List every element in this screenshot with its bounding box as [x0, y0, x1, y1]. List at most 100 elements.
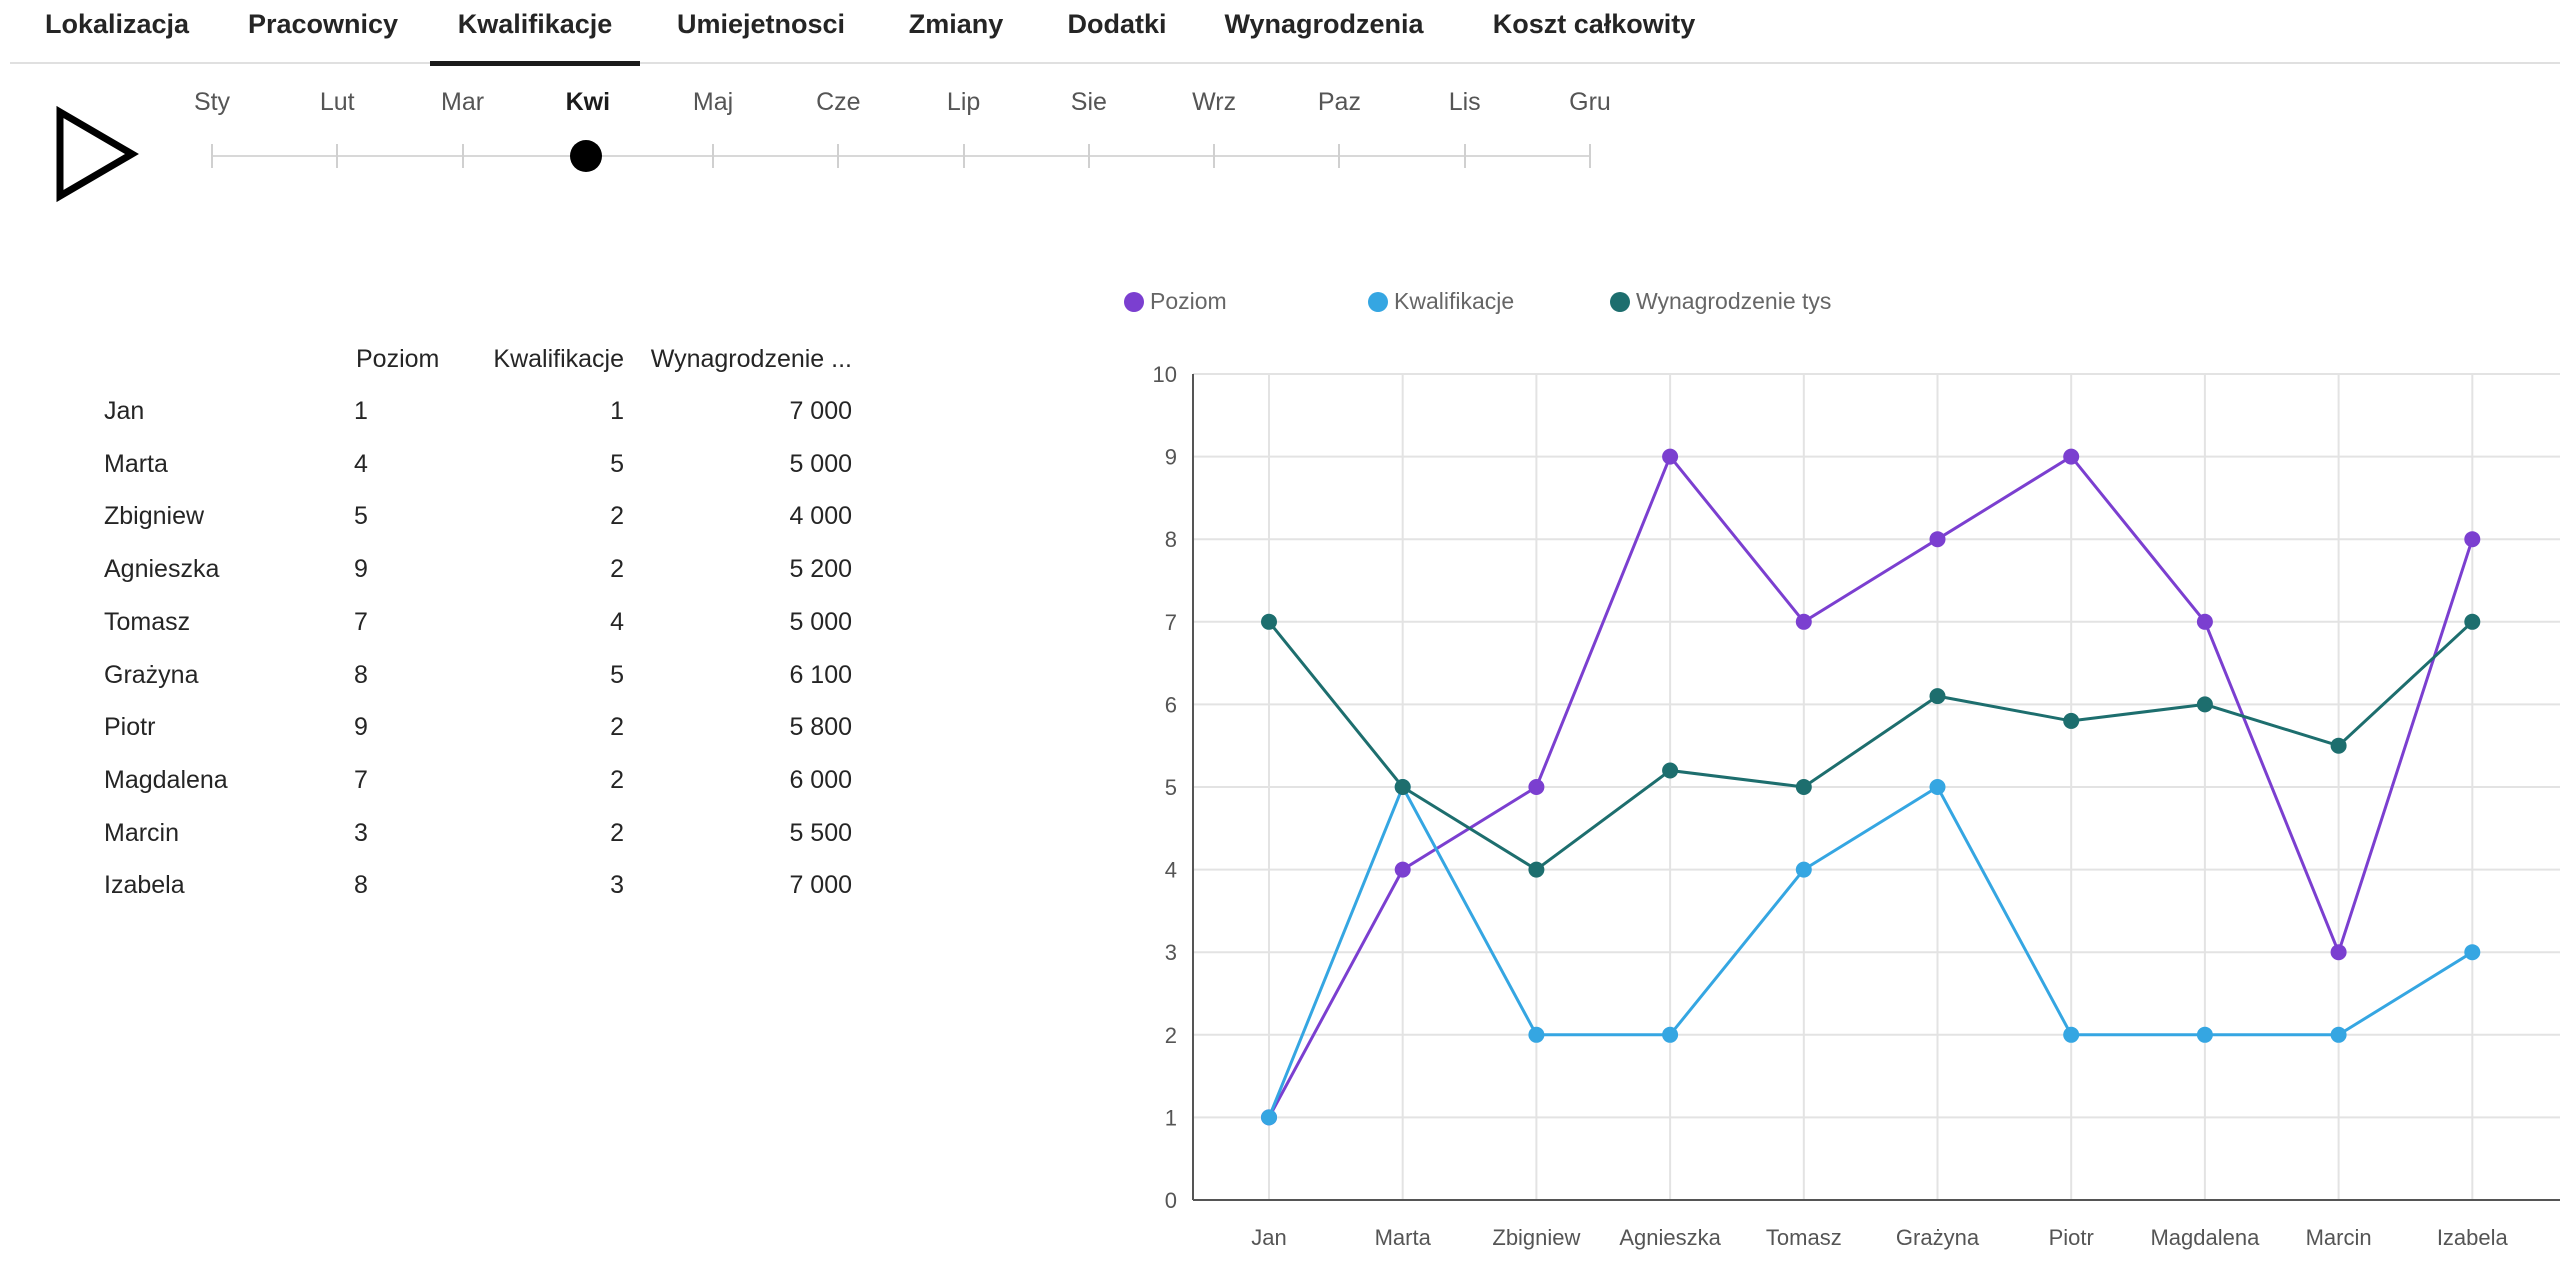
data-point-kwalifikacje: [2330, 1026, 2347, 1043]
month-label-kwi[interactable]: Kwi: [565, 88, 611, 116]
cell-name: Grażyna: [104, 660, 199, 689]
tab-umiejetnosci[interactable]: Umiejetnosci: [676, 9, 846, 39]
cell-kwalifikacje: 2: [610, 555, 624, 584]
cell-poziom: 9: [354, 713, 368, 742]
data-point-kwalifikacje: [1795, 861, 1812, 878]
y-tick-label: 1: [1165, 1105, 1177, 1130]
month-label-cze[interactable]: Cze: [816, 88, 861, 116]
table-row[interactable]: Zbigniew 5 2 4 000: [104, 502, 864, 554]
data-point-wynagrodzenie: [1528, 861, 1545, 878]
play-icon: [56, 105, 139, 203]
timeline-tick: [962, 144, 965, 168]
cell-kwalifikacje: 2: [610, 502, 624, 531]
chart-plot: 0 1 2 3 4 5 6 7 8 9 10 Jan Marta Zbigniew Agnieszka Tom…: [1153, 362, 2560, 1250]
cell-poziom: 8: [354, 871, 368, 900]
cell-poziom: 3: [354, 818, 368, 847]
data-point-wynagrodzenie: [1795, 779, 1812, 795]
y-tick-label: 9: [1165, 445, 1177, 470]
cell-wynagrodzenie: 5 200: [789, 555, 852, 584]
month-label-lis[interactable]: Lis: [1448, 88, 1481, 116]
y-tick-label: 5: [1165, 775, 1177, 800]
month-label-gru[interactable]: Gru: [1569, 88, 1611, 116]
cell-kwalifikacje: 2: [610, 818, 624, 847]
month-label-maj[interactable]: Maj: [692, 88, 734, 116]
table-header: Poziom Kwalifikacje Wynagrodzenie ...: [104, 345, 864, 385]
data-point-kwalifikacje: [2063, 1026, 2080, 1043]
data-point-wynagrodzenie: [2464, 613, 2481, 630]
play-button[interactable]: [52, 104, 142, 204]
cell-name: Magdalena: [104, 765, 228, 794]
x-tick-label: Izabela: [2437, 1225, 2509, 1250]
timeline-handle[interactable]: [569, 140, 602, 172]
tab-kwalifikacje[interactable]: Kwalifikacje: [430, 0, 640, 66]
table-row[interactable]: Agnieszka 9 2 5 200: [104, 555, 864, 607]
table-row[interactable]: Grażyna 8 5 6 100: [104, 661, 864, 713]
data-point-poziom: [1394, 861, 1411, 878]
table-row[interactable]: Magdalena 7 2 6 000: [104, 766, 864, 818]
timeline-tick: [336, 144, 339, 168]
data-point-wynagrodzenie: [1261, 613, 1277, 630]
month-label-lip[interactable]: Lip: [946, 88, 981, 116]
line-chart: Poziom Kwalifikacje Wynagrodzenie tys 0 1…: [1100, 270, 2560, 1271]
legend-item-kwalifikacje[interactable]: Kwalifikacje: [1368, 288, 1514, 315]
timeline-track[interactable]: [212, 155, 1590, 157]
legend-item-poziom[interactable]: Poziom: [1124, 288, 1227, 315]
data-point-poziom: [1795, 613, 1812, 630]
cell-wynagrodzenie: 6 000: [789, 765, 852, 794]
legend-label: Wynagrodzenie tys: [1636, 288, 1832, 314]
table-row[interactable]: Marta 4 5 5 000: [104, 450, 864, 502]
y-tick-label: 4: [1165, 858, 1177, 883]
tab-koszt-calkowity[interactable]: Koszt całkowity: [1492, 9, 1696, 39]
header-kwalifikacje[interactable]: Kwalifikacje: [493, 345, 624, 373]
x-tick-label: Agnieszka: [1619, 1225, 1721, 1250]
data-point-poziom: [2330, 944, 2347, 961]
header-poziom[interactable]: Poziom: [356, 345, 440, 373]
tab-pracownicy[interactable]: Pracownicy: [248, 9, 399, 39]
cell-name: Jan: [104, 397, 145, 425]
y-tick-label: 8: [1165, 527, 1177, 552]
header-wynagrodzenie[interactable]: Wynagrodzenie ...: [650, 345, 852, 373]
data-point-poziom: [2063, 448, 2080, 465]
month-label-sty[interactable]: Sty: [193, 88, 231, 116]
data-point-wynagrodzenie: [2063, 712, 2080, 729]
cell-poziom: 9: [354, 555, 368, 584]
timeline-tick: [837, 144, 840, 168]
cell-name: Marcin: [104, 818, 180, 847]
cell-kwalifikacje: 2: [610, 713, 624, 742]
tab-dodatki[interactable]: Dodatki: [1067, 9, 1167, 39]
table-row[interactable]: Jan 1 1 7 000: [104, 397, 864, 449]
legend-label: Poziom: [1150, 288, 1227, 314]
data-point-kwalifikacje: [1528, 1026, 1545, 1043]
x-tick-label: Grażyna: [1896, 1225, 1980, 1250]
data-point-kwalifikacje: [1261, 1109, 1277, 1126]
timeline-tick: [211, 144, 213, 168]
cell-kwalifikacje: 4: [610, 607, 624, 636]
month-label-lut[interactable]: Lut: [319, 88, 355, 116]
month-label-wrz[interactable]: Wrz: [1192, 88, 1237, 116]
month-label-paz[interactable]: Paz: [1317, 88, 1361, 116]
x-tick-label: Tomasz: [1766, 1225, 1842, 1250]
table-row[interactable]: Piotr 9 2 5 800: [104, 713, 864, 765]
y-tick-label: 6: [1165, 692, 1177, 717]
timeline-tick: [1588, 144, 1591, 168]
table-row[interactable]: Marcin 3 2 5 500: [104, 819, 864, 871]
cell-poziom: 5: [354, 502, 368, 531]
cell-kwalifikacje: 3: [610, 871, 624, 900]
month-timeline[interactable]: Sty Lut Mar Kwi Maj Cze Lip Sie Wrz Paz Lis Gru: [0, 64, 1700, 224]
tab-wynagrodzenia[interactable]: Wynagrodzenia: [1224, 9, 1424, 39]
data-point-kwalifikacje: [1662, 1026, 1679, 1043]
tab-lokalizacja[interactable]: Lokalizacja: [44, 9, 190, 39]
cell-poziom: 1: [354, 397, 368, 425]
legend-item-wynagrodzenie[interactable]: Wynagrodzenie tys: [1610, 288, 1831, 315]
data-point-wynagrodzenie: [2196, 696, 2213, 713]
month-label-mar[interactable]: Mar: [441, 88, 485, 116]
timeline-tick: [712, 144, 715, 168]
cell-wynagrodzenie: 4 000: [789, 502, 852, 531]
cell-kwalifikacje: 5: [610, 449, 624, 478]
y-tick-label: 10: [1153, 362, 1177, 387]
x-tick-label: Zbigniew: [1492, 1225, 1580, 1250]
tab-zmiany[interactable]: Zmiany: [908, 9, 1004, 39]
table-row[interactable]: Tomasz 7 4 5 000: [104, 608, 864, 660]
table-row[interactable]: Izabela 8 3 7 000: [104, 871, 864, 923]
month-label-sie[interactable]: Sie: [1070, 88, 1107, 116]
